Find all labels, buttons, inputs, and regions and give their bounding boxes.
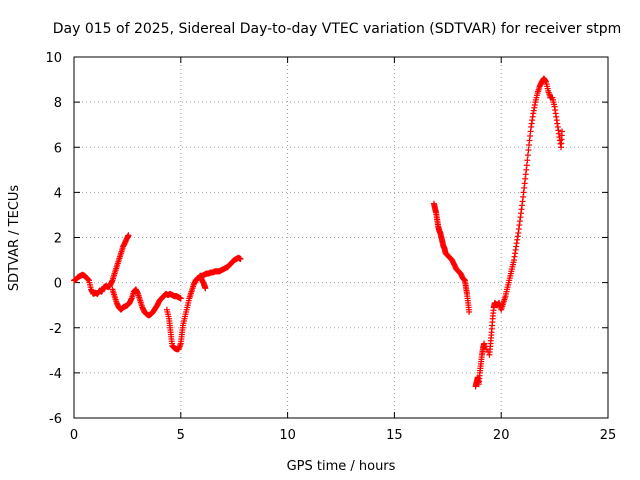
y-tick-label: 6 bbox=[54, 141, 62, 156]
x-tick-label: 0 bbox=[70, 428, 78, 443]
data-point bbox=[559, 128, 566, 135]
y-tick-label: 8 bbox=[54, 96, 62, 111]
data-point bbox=[125, 232, 132, 239]
data-point bbox=[525, 147, 532, 154]
x-tick-label: 25 bbox=[600, 428, 617, 443]
data-point bbox=[177, 295, 184, 302]
chart-title: Day 015 of 2025, Sidereal Day-to-day VTE… bbox=[53, 21, 622, 37]
data-series bbox=[71, 75, 566, 390]
data-point bbox=[202, 285, 209, 292]
y-tick-label: -2 bbox=[49, 322, 62, 337]
data-point bbox=[199, 279, 206, 286]
x-axis-label: GPS time / hours bbox=[287, 459, 396, 474]
x-tick-label: 5 bbox=[177, 428, 185, 443]
data-point bbox=[481, 340, 488, 347]
y-tick-label: 0 bbox=[54, 277, 62, 292]
y-tick-label: -6 bbox=[49, 412, 62, 427]
x-tick-label: 15 bbox=[386, 428, 403, 443]
axis-ticks bbox=[73, 56, 609, 419]
data-point bbox=[524, 157, 531, 164]
x-tick-label: 20 bbox=[493, 428, 510, 443]
y-axis-label: SDTVAR / TECUs bbox=[7, 185, 22, 292]
y-tick-label: 4 bbox=[54, 186, 62, 201]
y-tick-labels: -6 -4 -2 0 2 4 6 8 10 bbox=[45, 51, 62, 427]
y-tick-label: -4 bbox=[49, 367, 62, 382]
y-tick-label: 10 bbox=[45, 51, 62, 66]
data-point bbox=[466, 308, 473, 315]
data-point bbox=[237, 255, 244, 262]
y-tick-label: 2 bbox=[54, 232, 62, 247]
x-tick-labels: 0 5 10 15 20 25 bbox=[70, 428, 616, 443]
data-point bbox=[524, 152, 531, 159]
data-point bbox=[523, 162, 530, 169]
data-point bbox=[201, 282, 208, 289]
x-tick-label: 10 bbox=[279, 428, 296, 443]
grid bbox=[74, 57, 608, 418]
